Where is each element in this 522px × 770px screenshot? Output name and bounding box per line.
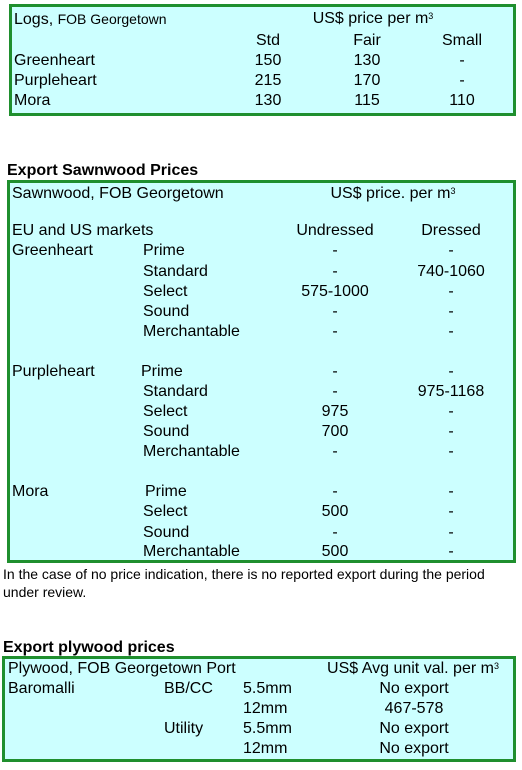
- sawnwood-dressed: 740-1060: [417, 263, 485, 280]
- sawnwood-undressed: -: [332, 483, 338, 500]
- sawnwood-grade: Merchantable: [143, 543, 240, 560]
- sawnwood-undressed: 500: [321, 503, 349, 520]
- sawnwood-grade: Standard: [143, 383, 208, 400]
- sawnwood-price-header: US$ price. per m3: [330, 184, 455, 204]
- sawnwood-grade: Merchantable: [143, 443, 240, 460]
- logs-price-sup: 3: [428, 11, 434, 21]
- logs-cell: 130: [254, 92, 282, 109]
- sawnwood-undressed: 700: [321, 423, 349, 440]
- logs-cell: 130: [353, 52, 381, 69]
- sawnwood-dressed: -: [448, 403, 454, 420]
- logs-cell: 115: [354, 92, 380, 109]
- sawnwood-grade: Standard: [143, 263, 208, 280]
- sawnwood-grade: Sound: [143, 423, 190, 440]
- sawnwood-dressed: -: [448, 242, 454, 259]
- plywood-price-header: US$ Avg unit val. per m3: [327, 659, 499, 679]
- logs-col-std: Std: [255, 32, 281, 49]
- sawnwood-grade: Sound: [143, 524, 190, 541]
- plywood-value: No export: [379, 720, 449, 737]
- sawnwood-grade: Select: [143, 503, 188, 520]
- sawnwood-species: Greenheart: [12, 242, 93, 259]
- logs-price-label: US$ price per m: [312, 10, 429, 27]
- plywood-size: 5.5mm: [243, 680, 292, 697]
- sawnwood-undressed: 575-1000: [301, 283, 369, 300]
- plywood-price-sup: 3: [493, 661, 499, 671]
- plywood-value: 467-578: [384, 700, 444, 717]
- sawnwood-dressed: -: [448, 303, 454, 320]
- logs-title: Logs, FOB Georgetown: [14, 9, 167, 30]
- plywood-size: 12mm: [243, 700, 288, 717]
- logs-subtitle: FOB Georgetown: [57, 11, 167, 27]
- logs-table: [9, 4, 516, 116]
- sawnwood-price-label: US$ price. per m: [330, 185, 451, 202]
- logs-col-fair: Fair: [353, 32, 381, 49]
- sawnwood-grade: Sound: [143, 303, 190, 320]
- sawnwood-undressed: -: [332, 242, 338, 259]
- sawnwood-dressed: -: [448, 423, 454, 440]
- sawnwood-undressed: -: [332, 323, 338, 340]
- sawnwood-heading: Export Sawnwood Prices: [7, 162, 199, 179]
- sawnwood-col-dressed: Dressed: [421, 222, 481, 239]
- plywood-value: No export: [379, 680, 449, 697]
- sawnwood-dressed: -: [448, 543, 454, 560]
- sawnwood-undressed: -: [332, 524, 338, 541]
- sawnwood-grade: Select: [143, 283, 188, 300]
- sawnwood-price-sup: 3: [450, 186, 456, 196]
- sawnwood-undressed: 500: [321, 543, 349, 560]
- sawnwood-undressed: -: [332, 383, 338, 400]
- sawnwood-table: [7, 180, 516, 563]
- sawnwood-undressed: -: [332, 303, 338, 320]
- sawnwood-grade: Merchantable: [143, 323, 240, 340]
- plywood-size: 12mm: [243, 740, 288, 757]
- plywood-value: No export: [379, 740, 449, 757]
- plywood-grade: Utility: [164, 720, 204, 737]
- sawnwood-dressed: -: [448, 503, 454, 520]
- sawnwood-dressed: -: [448, 283, 454, 300]
- logs-cell: 170: [353, 72, 381, 89]
- sawnwood-col-undressed: Undressed: [296, 222, 374, 239]
- plywood-heading: Export plywood prices: [3, 639, 175, 656]
- logs-cell: -: [459, 52, 465, 69]
- sawnwood-dressed: 975-1168: [417, 383, 485, 400]
- logs-row-name: Greenheart: [14, 52, 95, 69]
- sawnwood-undressed: -: [332, 263, 338, 280]
- sawnwood-dressed: -: [448, 524, 454, 541]
- logs-col-small: Small: [441, 32, 483, 49]
- sawnwood-dressed: -: [448, 483, 454, 500]
- sawnwood-undressed: -: [332, 363, 338, 380]
- logs-cell: -: [459, 72, 465, 89]
- sawnwood-undressed: -: [332, 443, 338, 460]
- sawnwood-dressed: -: [448, 443, 454, 460]
- sawnwood-species: Purpleheart: [12, 363, 95, 380]
- sawnwood-note: In the case of no price indication, ther…: [3, 566, 485, 600]
- sawnwood-dressed: -: [448, 323, 454, 340]
- sawnwood-title: Sawnwood, FOB Georgetown: [12, 185, 224, 202]
- sawnwood-grade: Prime: [141, 363, 183, 380]
- sawnwood-dressed: -: [448, 363, 454, 380]
- logs-cell: 150: [254, 52, 282, 69]
- logs-row-name: Mora: [14, 92, 51, 109]
- sawnwood-species: Mora: [12, 483, 49, 500]
- plywood-grade: BB/CC: [164, 680, 213, 697]
- plywood-price-label: US$ Avg unit val. per m: [327, 660, 494, 677]
- logs-price-header: US$ price per m3: [313, 9, 434, 29]
- logs-cell: 110: [449, 92, 475, 109]
- sawnwood-grade: Prime: [145, 483, 187, 500]
- sawnwood-markets: EU and US markets: [12, 222, 154, 239]
- logs-row-name: Purpleheart: [14, 72, 97, 89]
- sawnwood-undressed: 975: [321, 403, 349, 420]
- logs-title-label: Logs,: [14, 11, 54, 28]
- sawnwood-grade: Select: [143, 403, 188, 420]
- plywood-size: 5.5mm: [243, 720, 292, 737]
- sawnwood-grade: Prime: [143, 242, 185, 259]
- plywood-title: Plywood, FOB Georgetown Port: [8, 660, 236, 677]
- logs-cell: 215: [254, 72, 282, 89]
- plywood-table: [2, 656, 516, 762]
- plywood-species: Baromalli: [8, 680, 75, 697]
